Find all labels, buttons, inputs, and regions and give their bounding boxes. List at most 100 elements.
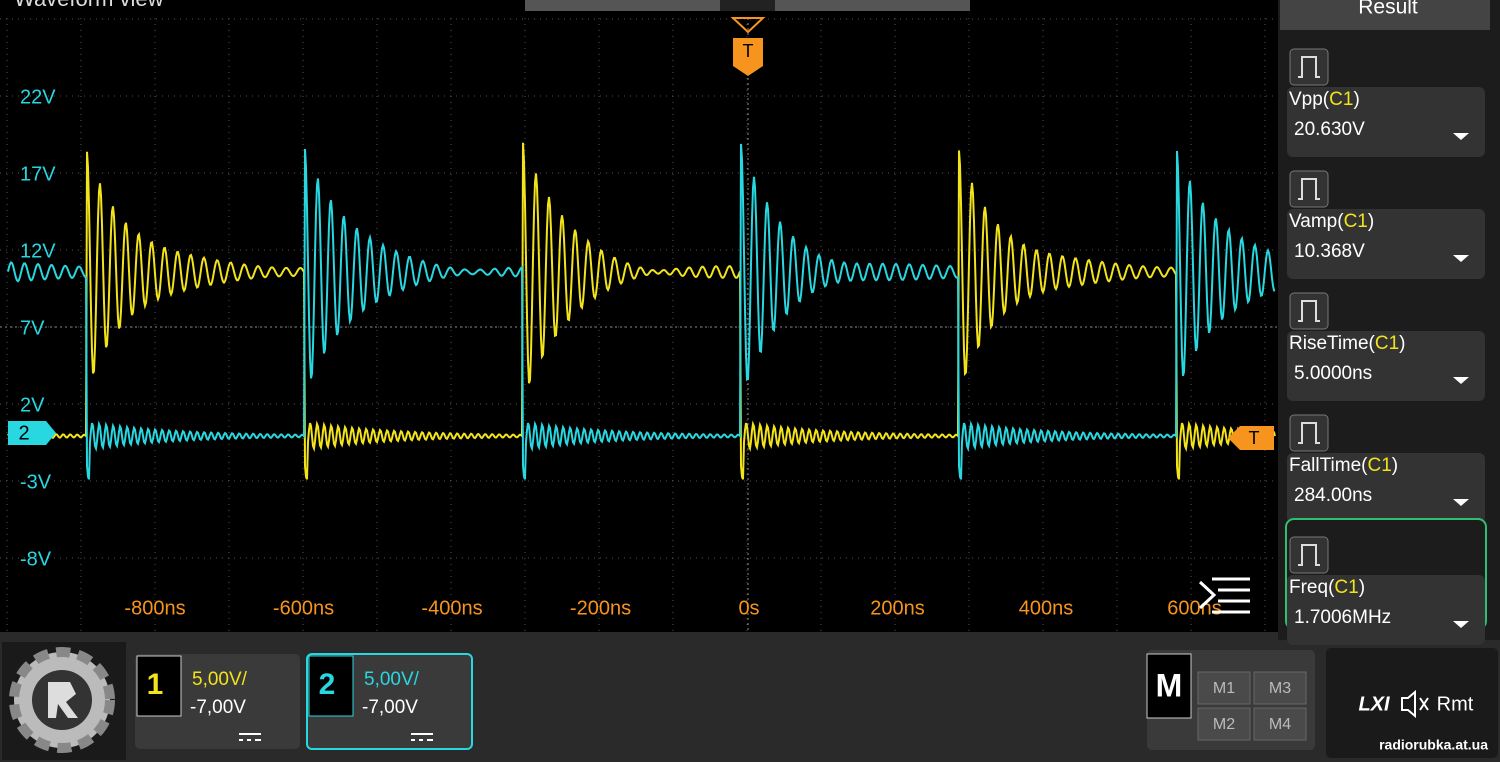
measurement-label-part: C1 — [1329, 89, 1353, 110]
channel-box[interactable]: 1 5,00V/ -7,00V — [135, 654, 300, 749]
math-button-label: M1 — [1213, 680, 1235, 697]
lxi-status: LXI — [1358, 693, 1390, 715]
math-icon — [1146, 653, 1192, 719]
measurement-value: 10.368V — [1294, 241, 1365, 262]
measurement-card[interactable]: RiseTime(C1) 5.0000ns — [1287, 292, 1485, 401]
card-icon — [1289, 414, 1329, 452]
y-label: 7V — [20, 317, 45, 339]
math-label: M — [1156, 667, 1183, 703]
measurement-label: Freq(C1) — [1289, 577, 1365, 598]
card-icon-glyph — [1298, 544, 1320, 566]
x-labels: -800ns -600ns -400ns -200ns 0s 200ns 400ns 600n… — [124, 597, 1221, 619]
channel-box[interactable]: 2 5,00V/ -7,00V — [306, 653, 473, 750]
status-box — [1326, 648, 1498, 758]
y-label: -3V — [20, 471, 52, 493]
math-button[interactable] — [1253, 707, 1307, 741]
measurement-label-part: C1 — [1344, 211, 1368, 232]
card-icon — [1289, 536, 1329, 574]
channel-2-marker[interactable] — [8, 421, 56, 445]
y-label: -8V — [20, 548, 52, 570]
measurement-label: Vpp(C1) — [1289, 89, 1360, 110]
channel-scale: 5,00V/ — [364, 669, 420, 690]
measurement-label-part: ) — [1399, 333, 1405, 354]
measurement-card[interactable]: Freq(C1) 1.7006MHz — [1285, 518, 1487, 645]
math-button[interactable] — [1197, 707, 1251, 741]
measurement-label: FallTime(C1) — [1289, 455, 1398, 476]
measurement-card[interactable]: FallTime(C1) 284.00ns — [1287, 414, 1485, 523]
channel-2-waveform — [7, 143, 1276, 480]
timeline-window — [720, 0, 775, 11]
measurement-label-part: ) — [1353, 89, 1359, 110]
measurement-label-part: FallTime( — [1289, 455, 1368, 476]
x-label: -800ns — [124, 597, 185, 619]
channel-number: 1 — [147, 668, 164, 701]
measurements: Vpp(C1)20.630VVamp(C1)10.368VRiseTime(C1… — [1285, 48, 1487, 645]
card-icon — [1289, 48, 1329, 86]
y-label: 12V — [20, 240, 56, 262]
dropdown-arrow[interactable] — [1453, 621, 1469, 628]
window-title: Waveform view — [14, 0, 164, 11]
channel-scale: 5,00V/ — [192, 669, 248, 690]
result-title: Result — [1358, 0, 1418, 19]
card-icon — [1289, 292, 1329, 330]
measurement-value: 20.630V — [1294, 119, 1365, 140]
measurement-label-part: Freq( — [1289, 577, 1335, 598]
measurement-value: 284.00ns — [1294, 485, 1372, 506]
measurement-label: RiseTime(C1) — [1289, 333, 1405, 354]
card-icon-glyph — [1298, 300, 1320, 322]
trigger-level-marker[interactable] — [1228, 426, 1274, 450]
dropdown-arrow[interactable] — [1453, 255, 1469, 262]
measurement-label: Vamp(C1) — [1289, 211, 1374, 232]
result-header — [1280, 0, 1490, 30]
channel-number-box — [136, 655, 182, 717]
dropdown-arrow[interactable] — [1453, 499, 1469, 506]
card-body — [1287, 453, 1485, 523]
dropdown-arrow[interactable] — [1453, 133, 1469, 140]
y-label: 2V — [20, 394, 45, 416]
measurement-label-part: C1 — [1334, 577, 1358, 598]
math-buttons: M1 M3 M2 M4 — [1197, 671, 1307, 741]
trigger-marker[interactable] — [733, 38, 763, 76]
card-icon — [1289, 170, 1329, 208]
math-button-label: M3 — [1269, 680, 1291, 697]
channel-2-marker-label: 2 — [18, 422, 29, 444]
grid — [0, 18, 1278, 636]
measurement-label-part: C1 — [1375, 333, 1399, 354]
x-label: 600ns — [1167, 597, 1222, 619]
x-label: 200ns — [870, 597, 925, 619]
menu-button[interactable] — [1198, 577, 1250, 614]
math-button[interactable] — [1253, 671, 1307, 705]
measurement-card[interactable]: Vamp(C1) 10.368V — [1287, 170, 1485, 279]
math-button-label: M4 — [1269, 716, 1291, 733]
x-label: 400ns — [1019, 597, 1074, 619]
channel-offset: -7,00V — [362, 697, 418, 718]
coupling-icon — [239, 733, 261, 741]
y-label: 17V — [20, 163, 56, 185]
logo-mark — [48, 682, 78, 718]
measurement-value: 5.0000ns — [1294, 363, 1372, 384]
measurement-card[interactable]: Vpp(C1) 20.630V — [1287, 48, 1485, 157]
card-icon-glyph — [1298, 422, 1320, 444]
measurement-value: 1.7006MHz — [1294, 607, 1391, 628]
measurement-label-part: ) — [1359, 577, 1365, 598]
math-button[interactable] — [1197, 671, 1251, 705]
math-button-label: M2 — [1213, 716, 1235, 733]
trigger-level-label: T — [1249, 428, 1260, 448]
card-body — [1287, 331, 1485, 401]
x-label: -600ns — [273, 597, 334, 619]
measurement-label-part: RiseTime( — [1289, 333, 1376, 354]
dropdown-arrow[interactable] — [1453, 377, 1469, 384]
waveforms — [7, 142, 1276, 480]
measurement-label-part: Vpp( — [1289, 89, 1330, 110]
trigger-marker-label: T — [743, 41, 754, 61]
card-body — [1287, 87, 1485, 157]
channel-panel: 1 5,00V/ -7,00V 2 5,00V/ -7,00V — [135, 653, 473, 750]
mute-icon — [1401, 689, 1429, 719]
channel-1-waveform — [7, 142, 1276, 480]
card-body — [1287, 209, 1485, 279]
coupling-icon — [411, 733, 433, 741]
measurement-label-part: C1 — [1367, 455, 1391, 476]
channel-number: 2 — [319, 668, 336, 701]
